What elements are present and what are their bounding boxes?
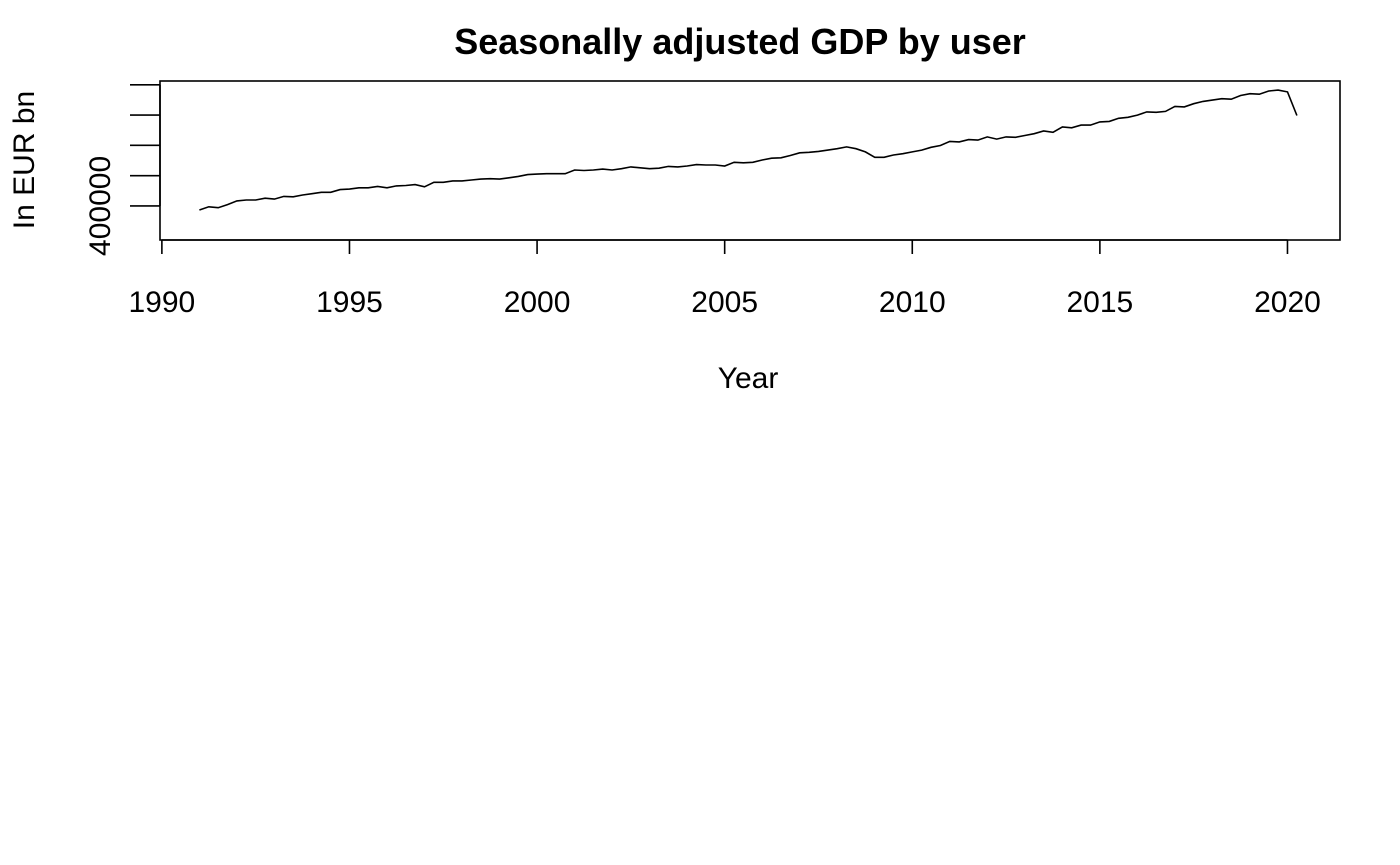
y-axis-label: In EUR bn (8, 91, 41, 229)
x-axis: 1990 1995 2000 2005 2010 2015 2020 (129, 239, 1321, 319)
gdp-series-line (199, 89, 1298, 211)
x-tick-label: 2010 (879, 286, 946, 319)
chart-title: Seasonally adjusted GDP by user (454, 21, 1026, 62)
x-tick-label: 2015 (1066, 286, 1133, 319)
plot-area-border (159, 80, 1341, 241)
x-tick-label: 2020 (1254, 286, 1321, 319)
x-tick-label: 2005 (691, 286, 758, 319)
x-axis-label: Year (718, 362, 779, 395)
x-tick-label: 2000 (504, 286, 571, 319)
y-tick-label: 400000 (84, 156, 117, 256)
x-tick-label: 1990 (129, 286, 196, 319)
y-axis: 400000 (84, 83, 161, 256)
x-tick-label: 1995 (316, 286, 383, 319)
